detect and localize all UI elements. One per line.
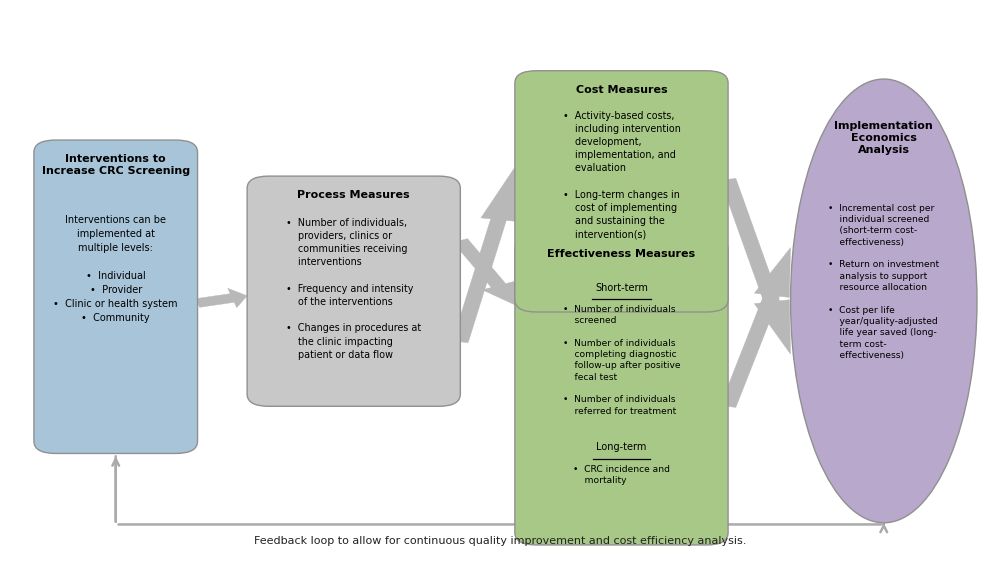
Text: •  Incremental cost per
    individual screened
    (short-term cost-
    effect: • Incremental cost per individual screen… — [828, 204, 939, 360]
Polygon shape — [453, 167, 516, 343]
Polygon shape — [453, 239, 515, 305]
FancyBboxPatch shape — [247, 176, 460, 406]
Text: •  Number of individuals,
    providers, clinics or
    communities receiving
  : • Number of individuals, providers, clin… — [286, 218, 421, 360]
FancyBboxPatch shape — [34, 140, 198, 453]
FancyBboxPatch shape — [515, 71, 728, 312]
Polygon shape — [720, 248, 791, 408]
FancyBboxPatch shape — [515, 237, 728, 545]
Text: •  CRC incidence and
    mortality: • CRC incidence and mortality — [573, 464, 670, 485]
Text: Feedback loop to allow for continuous quality improvement and cost efficiency an: Feedback loop to allow for continuous qu… — [254, 535, 746, 546]
Text: Process Measures: Process Measures — [297, 190, 410, 200]
Text: Long-term: Long-term — [596, 443, 647, 452]
Text: Short-term: Short-term — [595, 283, 648, 293]
Text: •  Number of individuals
    screened

•  Number of individuals
    completing d: • Number of individuals screened • Numbe… — [563, 305, 680, 415]
Text: Interventions to
Increase CRC Screening: Interventions to Increase CRC Screening — [42, 154, 190, 176]
Polygon shape — [720, 178, 791, 354]
Ellipse shape — [791, 79, 977, 523]
Polygon shape — [196, 288, 247, 307]
Text: Interventions can be
implemented at
multiple levels:

•  Individual
•  Provider
: Interventions can be implemented at mult… — [53, 215, 178, 323]
Text: Cost Measures: Cost Measures — [576, 84, 667, 95]
Text: •  Activity-based costs,
    including intervention
    development,
    impleme: • Activity-based costs, including interv… — [563, 111, 680, 239]
Text: Implementation
Economics
Analysis: Implementation Economics Analysis — [834, 120, 933, 155]
Text: Effectiveness Measures: Effectiveness Measures — [547, 249, 696, 260]
